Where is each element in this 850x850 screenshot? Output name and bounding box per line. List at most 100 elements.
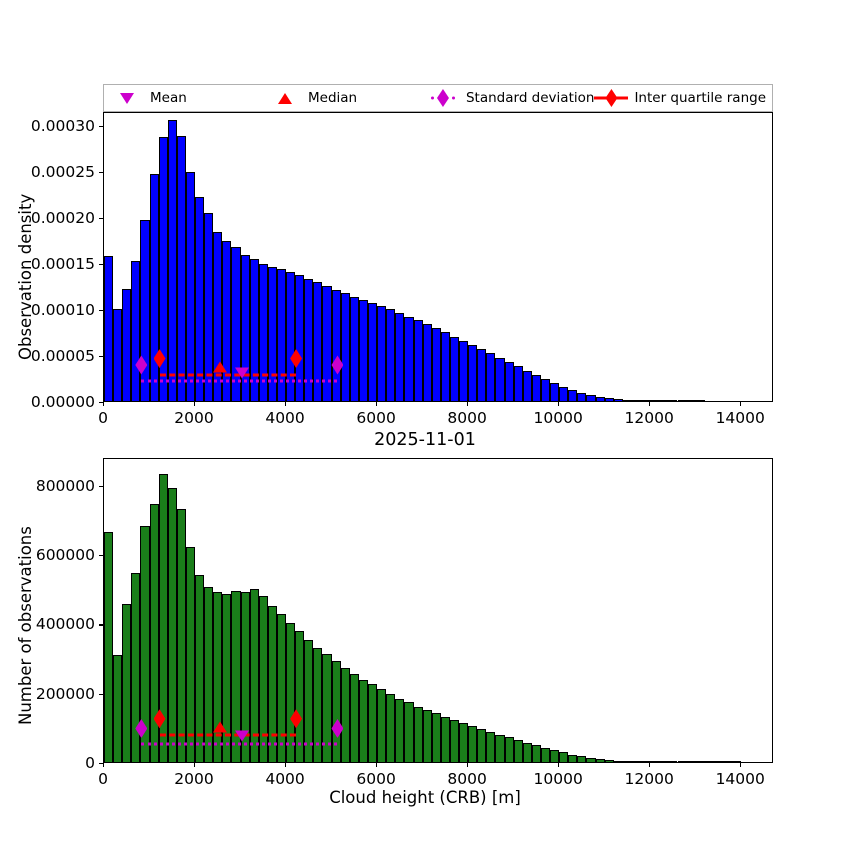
- histogram-bar: [158, 136, 168, 401]
- diamond-icon: [605, 89, 618, 107]
- histogram-bar: [222, 593, 232, 762]
- histogram-bar: [559, 386, 569, 401]
- histogram-bar: [185, 171, 196, 401]
- inter-quartile-range-marker-low: [153, 349, 166, 369]
- legend-label: Inter quartile range: [634, 90, 767, 106]
- y-axis-label-bottom: Number of observations: [16, 526, 35, 725]
- histogram-bar: [286, 272, 296, 401]
- histogram-bar: [559, 752, 569, 762]
- mean-marker: [235, 367, 250, 379]
- histogram-bar: [659, 400, 669, 401]
- histogram-bar: [677, 761, 687, 762]
- histogram-bar: [586, 757, 596, 762]
- histogram-bar: [459, 723, 469, 762]
- histogram-bar: [604, 759, 614, 762]
- histogram-bar: [204, 213, 214, 401]
- histogram-bar: [395, 698, 405, 762]
- histogram-bar: [504, 737, 514, 762]
- standard-deviation-marker-low: [135, 355, 148, 375]
- histogram-bar: [113, 309, 123, 401]
- legend-label: Standard deviation: [465, 90, 595, 106]
- histogram-bar: [349, 673, 359, 762]
- x-tick-label: 14000: [715, 770, 765, 788]
- x-tick: [376, 763, 378, 767]
- histogram-bar: [276, 269, 287, 401]
- x-tick-label: 4000: [265, 770, 305, 788]
- histogram-bar: [431, 328, 441, 401]
- histogram-bar: [349, 296, 359, 401]
- histogram-bar: [659, 761, 669, 762]
- histogram-bar: [185, 547, 196, 762]
- legend-entry-standard-deviation: Standard deviation: [426, 85, 594, 111]
- y-tick: [99, 485, 103, 487]
- triangle-down-icon: [120, 92, 134, 104]
- standard-deviation-line: [141, 742, 338, 746]
- histogram-bar: [367, 684, 378, 762]
- histogram-bar: [122, 604, 132, 762]
- histogram-bar: [622, 761, 632, 762]
- histogram-bar: [540, 747, 551, 762]
- histogram-bar: [513, 366, 523, 401]
- histogram-bar: [249, 589, 259, 762]
- legend-label: Mean: [150, 90, 187, 106]
- x-tick-label: 10000: [533, 409, 583, 427]
- histogram-bar: [677, 400, 687, 401]
- histogram-bar: [704, 761, 714, 762]
- histogram-bar: [267, 606, 277, 762]
- histogram-bar: [422, 710, 432, 762]
- y-tick-label: 200000: [35, 684, 95, 703]
- y-tick: [99, 171, 103, 174]
- histogram-bar: [468, 344, 478, 401]
- y-tick-label: 0.00010: [30, 300, 95, 319]
- standard-deviation-marker-low: [135, 718, 148, 738]
- x-tick-label: 0: [98, 409, 108, 427]
- legend-entry-mean: Mean: [110, 85, 268, 111]
- y-tick-label: 0.00000: [30, 393, 95, 411]
- histogram-bar: [486, 353, 496, 401]
- histogram-bar: [395, 313, 405, 401]
- histogram-bar: [622, 399, 632, 401]
- histogram-bar: [258, 263, 268, 401]
- histogram-bar: [367, 302, 378, 401]
- histogram-bar: [641, 400, 651, 401]
- histogram-bar: [522, 370, 532, 401]
- y-tick-label: 600000: [35, 546, 95, 565]
- x-tick-label: 12000: [624, 770, 674, 788]
- histogram-bar: [568, 754, 578, 762]
- histogram-bar: [422, 324, 432, 401]
- histogram-bar: [231, 591, 241, 762]
- histogram-bar: [331, 289, 341, 401]
- histogram-bar: [604, 397, 614, 401]
- y-tick: [99, 693, 103, 695]
- histogram-bar: [631, 761, 642, 762]
- x-tick-label: 6000: [356, 409, 396, 427]
- median-marker: [212, 721, 227, 733]
- inter-quartile-range-marker-high: [290, 349, 303, 369]
- histogram-bar: [577, 392, 587, 401]
- histogram-bars-bottom: [104, 459, 772, 762]
- inter-quartile-range-line: [159, 373, 297, 377]
- inter-quartile-range-marker-low: [153, 709, 166, 729]
- histogram-bar: [340, 667, 350, 762]
- histogram-bar: [358, 299, 368, 401]
- x-tick: [467, 402, 469, 406]
- panel-top: 0 2000 4000 6000 8000 10000 12000 14000 0.00000…: [16, 112, 773, 450]
- histogram-bar: [713, 761, 723, 762]
- standard-deviation-line: [141, 379, 338, 383]
- stat-markers-top: [104, 113, 772, 401]
- x-tick: [194, 402, 196, 406]
- chart-legend: Mean Median Standard deviation Inter quarti…: [103, 84, 773, 112]
- plot-area-top: [103, 112, 773, 402]
- y-tick: [99, 125, 103, 127]
- x-axis-label-bottom: Cloud height (CRB) [m]: [329, 788, 521, 807]
- x-tick: [649, 763, 651, 767]
- legend-dot-left: [430, 96, 434, 100]
- histogram-bar: [550, 383, 560, 401]
- histogram-bar: [167, 488, 177, 762]
- histogram-bar: [686, 400, 696, 401]
- inter-quartile-range-marker-high: [290, 709, 303, 729]
- histogram-bar: [240, 254, 250, 401]
- histogram-bar: [140, 526, 150, 762]
